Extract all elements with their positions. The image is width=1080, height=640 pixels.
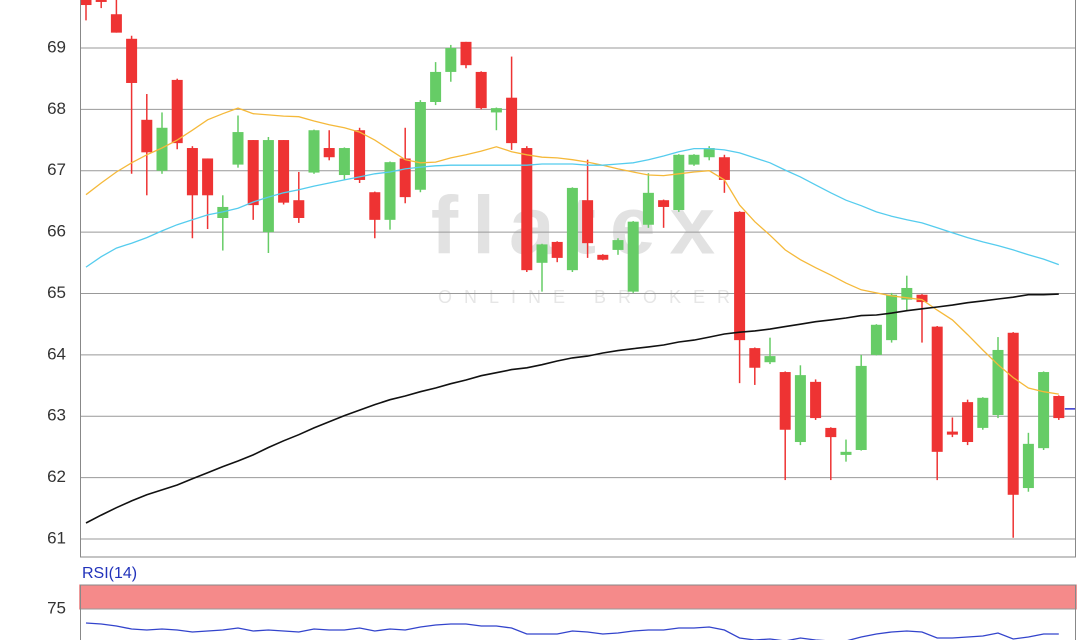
candle-body (506, 97, 518, 144)
candle-body (627, 221, 639, 292)
candle-body (764, 356, 776, 363)
candle-body (931, 326, 943, 452)
candle-body (566, 187, 578, 271)
candle-body (962, 402, 974, 443)
candle-body (126, 38, 138, 83)
line-series (85, 107, 1059, 395)
rsi-frame (80, 584, 1076, 640)
candle-body (278, 140, 290, 203)
candle-body (141, 119, 153, 153)
y-tick-label: 61 (47, 528, 66, 547)
candle-body (338, 148, 350, 176)
candle-body (825, 427, 837, 438)
candle-body (946, 431, 958, 435)
y-tick-label: 62 (47, 467, 66, 486)
y-tick-label: 65 (47, 283, 66, 302)
overbought-band (79, 584, 1077, 610)
candle-body (293, 200, 305, 218)
candle-body (1007, 332, 1019, 495)
line-series (85, 147, 1060, 268)
candle-body (551, 241, 563, 258)
line-series (85, 293, 1059, 524)
candle-body (597, 254, 609, 260)
candle-body (901, 287, 913, 300)
candle-body (247, 140, 259, 206)
candle-body (475, 71, 487, 109)
candle-body (323, 148, 335, 158)
candle-body (202, 158, 214, 196)
candle-body (1022, 443, 1034, 489)
watermark-tagline: ONLINE BROKER (438, 287, 742, 307)
candle-body (840, 451, 852, 455)
y-tick-label: 69 (47, 37, 66, 56)
y-tick-label: 67 (47, 160, 66, 179)
candle-body (414, 101, 426, 190)
price-panel (80, 0, 1076, 540)
candle-body (536, 244, 548, 263)
candle-body (916, 294, 928, 303)
y-tick-label: 64 (47, 344, 66, 363)
candle-body (430, 71, 442, 102)
rsi-panel (79, 584, 1077, 640)
candle-body (779, 372, 791, 430)
line-series (85, 622, 1059, 640)
candle-body (658, 200, 670, 207)
candle-body (521, 148, 533, 271)
candle-body (490, 108, 502, 113)
candle-body (992, 349, 1004, 416)
candle-body (171, 79, 183, 144)
candle-body (460, 41, 472, 66)
candle-body (262, 140, 274, 233)
candle-body (95, 0, 107, 2)
candle-body (384, 162, 396, 220)
rsi-title: RSI(14) (82, 565, 137, 582)
candle-body (642, 192, 654, 225)
candle-body (855, 365, 867, 450)
y-tick-label: 63 (47, 406, 66, 425)
candle-body (612, 240, 624, 250)
candle-body (673, 154, 685, 211)
candle-body (810, 381, 822, 419)
candle-body (1038, 372, 1050, 449)
y-tick-label: 75 (47, 598, 66, 617)
watermark-logo: flatex (431, 181, 729, 272)
candle-body (977, 397, 989, 428)
candle-body (110, 14, 122, 33)
candle-body (749, 348, 761, 368)
candle-body (688, 154, 700, 165)
candle-body (186, 148, 198, 196)
candle-body (870, 324, 882, 355)
y-tick-label: 66 (47, 222, 66, 241)
candle-body (1053, 395, 1065, 419)
candle-body (794, 375, 806, 443)
candle-body (734, 211, 746, 341)
candle-body (718, 157, 730, 180)
candle-body (445, 47, 457, 72)
candle-body (354, 130, 366, 180)
candle-body (399, 158, 411, 198)
candle-body (232, 132, 244, 165)
y-tick-label: 68 (47, 99, 66, 118)
price-frame (80, 0, 1076, 558)
candle-body (369, 192, 381, 220)
candle-body (156, 127, 168, 171)
candle-body (886, 294, 898, 341)
candle-body (582, 200, 594, 244)
candle-body (80, 0, 92, 6)
candle-body (703, 148, 715, 158)
candle-body (308, 130, 320, 173)
